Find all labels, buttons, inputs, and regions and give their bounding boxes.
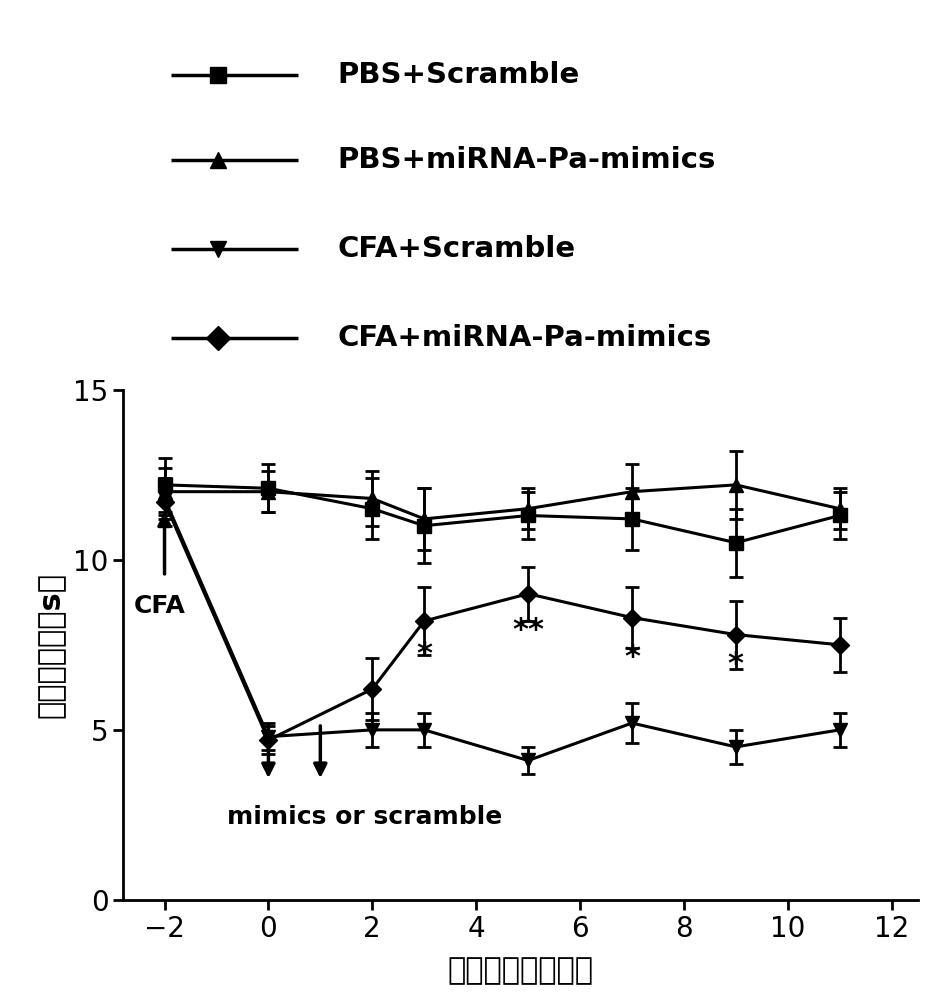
Text: CFA: CFA: [133, 594, 185, 618]
Text: CFA+miRNA-Pa-mimics: CFA+miRNA-Pa-mimics: [338, 324, 711, 352]
Text: **: **: [512, 616, 544, 645]
Text: *: *: [727, 650, 744, 679]
Text: PBS+Scramble: PBS+Scramble: [338, 61, 580, 89]
Y-axis label: 缩足潜伏期（s）: 缩足潜伏期（s）: [37, 572, 66, 718]
Text: *: *: [416, 640, 432, 669]
Text: *: *: [624, 643, 639, 672]
X-axis label: 注射后时间（天）: 注射后时间（天）: [447, 956, 593, 985]
Text: PBS+miRNA-Pa-mimics: PBS+miRNA-Pa-mimics: [338, 146, 716, 174]
Text: mimics or scramble: mimics or scramble: [227, 805, 502, 829]
Text: CFA+Scramble: CFA+Scramble: [338, 235, 576, 263]
